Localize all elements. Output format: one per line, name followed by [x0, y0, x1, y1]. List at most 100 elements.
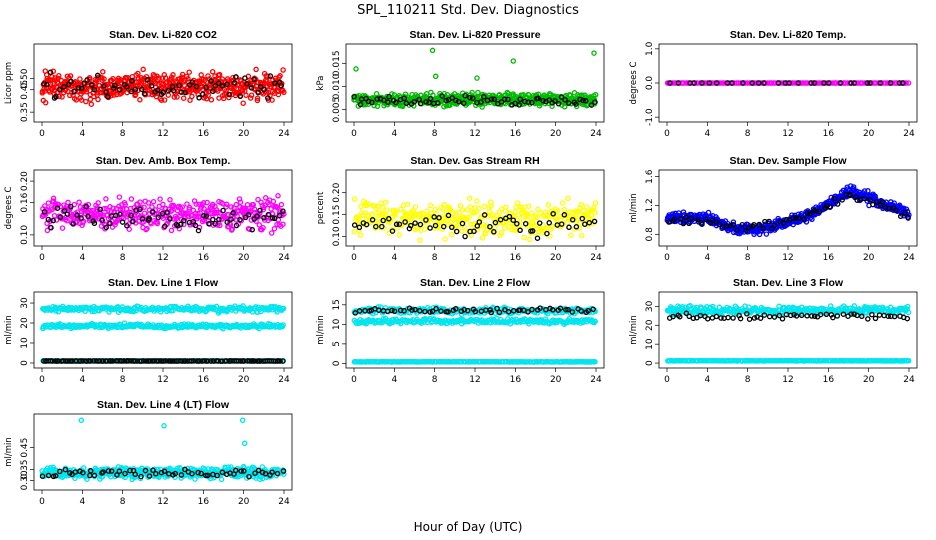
y-tick-label: 10	[332, 318, 342, 330]
y-axis-label: percent	[316, 191, 326, 224]
data-point	[771, 222, 778, 229]
data-point	[386, 216, 392, 222]
x-tick-label: 24	[903, 375, 915, 385]
data-point	[429, 308, 436, 315]
data-point	[135, 70, 141, 77]
data-point	[814, 80, 820, 86]
panel-title: Stan. Dev. Sample Flow	[729, 155, 847, 167]
data-point	[417, 308, 423, 314]
data-point	[160, 89, 167, 95]
y-tick-label: 0	[332, 360, 342, 366]
data-point	[268, 230, 275, 236]
data-point	[212, 220, 218, 227]
data-point	[592, 318, 598, 325]
data-point	[392, 212, 398, 219]
outlier-point	[429, 47, 436, 54]
data-point	[688, 215, 695, 221]
data-point	[897, 213, 904, 220]
x-tick-label: 24	[903, 129, 915, 139]
data-point	[355, 213, 362, 219]
data-point	[467, 203, 474, 210]
data-point	[456, 209, 462, 216]
outlier-point	[474, 75, 480, 81]
data-point	[756, 221, 762, 228]
data-point	[579, 232, 585, 239]
data-point	[583, 204, 590, 210]
data-point	[585, 307, 591, 314]
data-point	[489, 211, 496, 218]
data-point	[230, 74, 236, 81]
data-point	[202, 308, 209, 315]
data-point	[492, 224, 498, 231]
data-point	[141, 204, 147, 210]
data-point	[150, 198, 157, 205]
data-point	[481, 212, 488, 218]
y-tick-label: -1.0	[645, 108, 655, 126]
data-point	[521, 234, 527, 241]
outlier-point	[510, 58, 517, 64]
data-point	[161, 97, 168, 103]
data-point	[481, 203, 488, 210]
data-point	[566, 100, 572, 106]
data-point	[545, 310, 551, 317]
data-point	[166, 358, 172, 364]
data-point	[677, 215, 684, 222]
data-point	[124, 84, 130, 90]
data-point	[253, 66, 259, 73]
data-point	[100, 69, 106, 75]
data-point	[376, 307, 382, 313]
data-point	[74, 212, 80, 218]
data-point	[146, 215, 152, 222]
x-tick-label: 12	[157, 253, 168, 263]
outlier-point	[353, 66, 359, 72]
data-point	[729, 80, 735, 86]
data-point	[579, 215, 586, 222]
data-point	[727, 222, 733, 229]
data-point	[877, 80, 884, 86]
data-point	[746, 304, 752, 310]
data-point	[254, 213, 260, 220]
data-point	[78, 215, 84, 221]
panel-title: Stan. Dev. Line 3 Flow	[733, 277, 844, 289]
data-point	[491, 96, 497, 102]
data-point	[755, 80, 762, 86]
data-point	[255, 196, 261, 203]
data-point	[109, 358, 116, 364]
data-point	[487, 212, 493, 218]
data-point	[99, 217, 105, 223]
data-point	[181, 217, 187, 224]
y-axis-label: kPa	[316, 76, 326, 91]
data-point	[143, 226, 149, 233]
data-point	[88, 101, 95, 107]
x-tick-label: 12	[469, 253, 480, 263]
data-point	[471, 228, 477, 235]
data-points	[39, 66, 287, 107]
data-points	[664, 183, 912, 238]
data-point	[103, 196, 109, 202]
data-point	[498, 99, 505, 105]
data-point	[155, 214, 162, 221]
data-point	[793, 215, 799, 221]
data-point	[201, 212, 207, 219]
x-tick-label: 0	[39, 253, 45, 263]
data-point	[501, 225, 508, 231]
data-point	[242, 214, 249, 221]
data-point	[270, 198, 277, 205]
data-point	[124, 222, 130, 229]
data-points	[664, 302, 912, 364]
data-point	[850, 184, 857, 190]
data-point	[544, 230, 550, 237]
data-point	[445, 309, 451, 315]
data-point	[396, 232, 403, 238]
data-point	[506, 213, 513, 220]
x-tick-label: 12	[157, 129, 168, 139]
y-tick-label: 10	[645, 338, 655, 350]
data-point	[255, 89, 261, 96]
y-axis-label: ml/min	[316, 315, 326, 345]
data-point	[531, 223, 538, 229]
data-point	[265, 73, 271, 80]
data-point	[61, 306, 68, 313]
data-point	[839, 197, 845, 203]
data-point	[464, 207, 471, 213]
data-point	[45, 216, 52, 223]
